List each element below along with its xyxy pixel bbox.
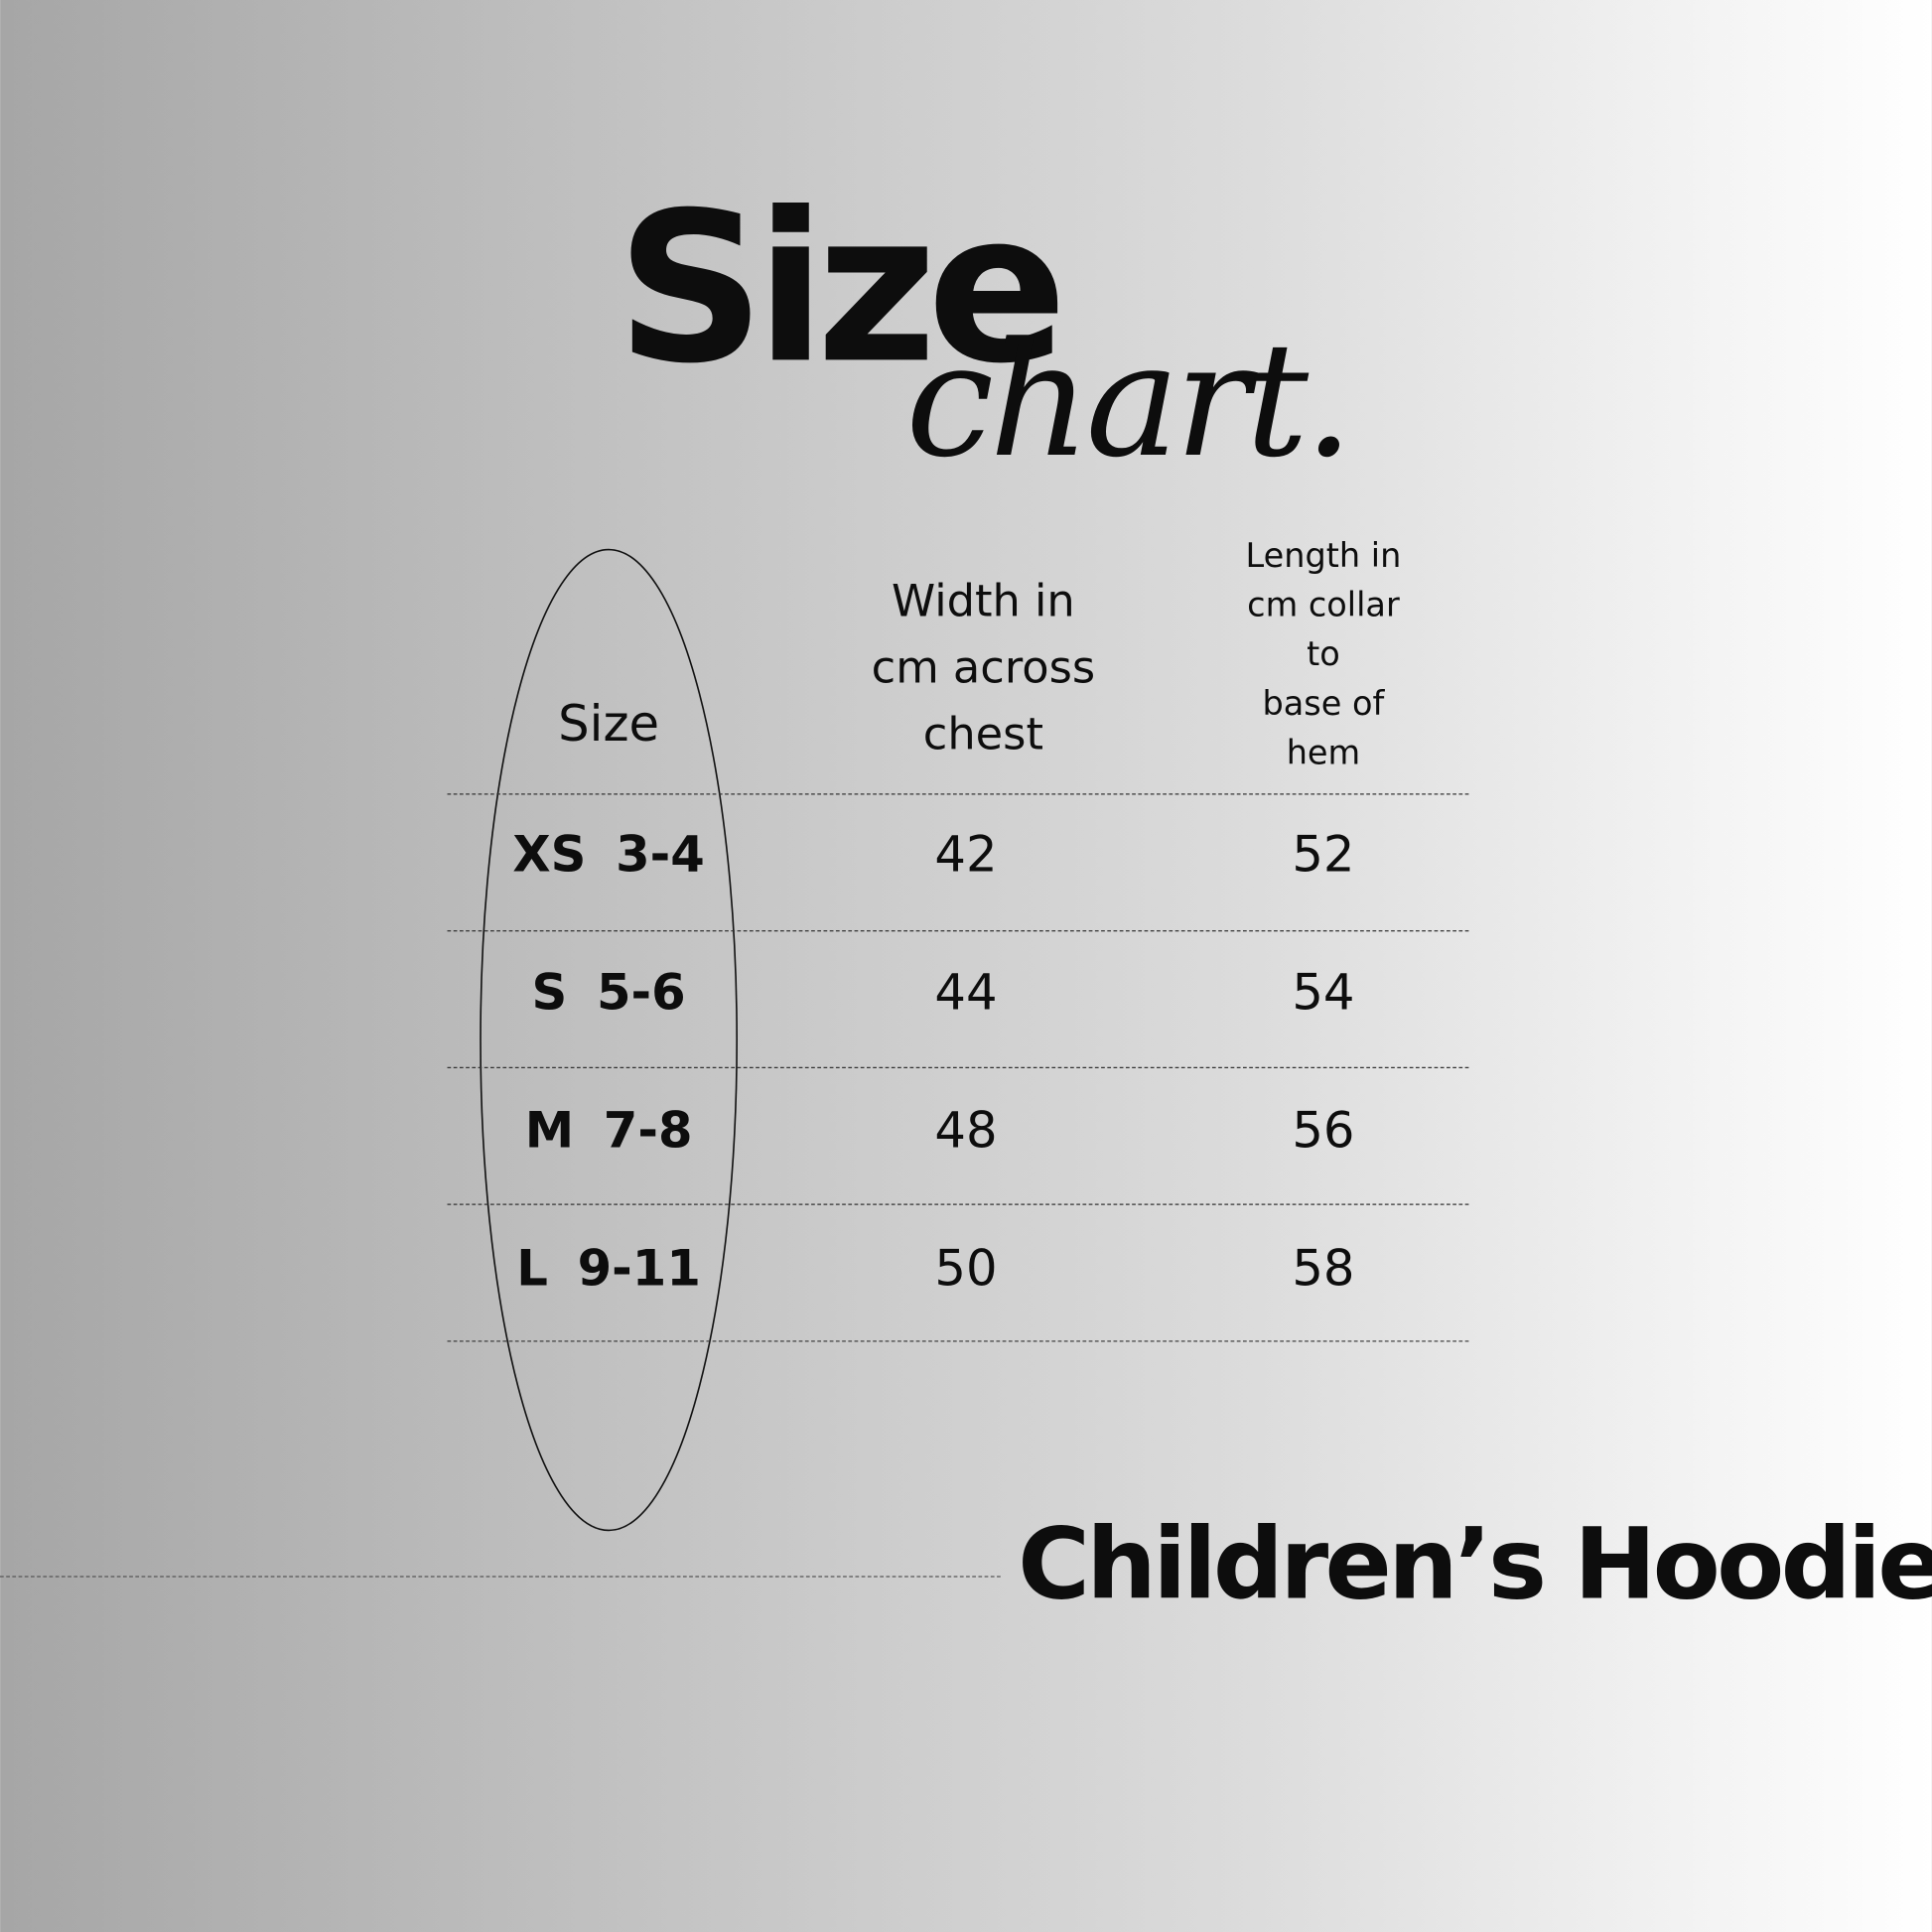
size-cell: L 9-11 [516,1240,701,1298]
row-divider [447,1066,1469,1069]
size-cell: M 7-8 [524,1102,693,1160]
header-length-line: hem [1286,734,1361,773]
width-cell: 44 [934,964,998,1022]
header-length-line: Length in [1245,537,1402,576]
width-cell: 48 [934,1102,998,1160]
header-width-line: Width in [892,576,1075,627]
header-width-line: chest [922,709,1043,760]
width-cell: 50 [934,1240,998,1298]
product-name: Children’s Hoodies [1018,1506,1932,1622]
header-size: Size [558,696,660,754]
row-divider [447,793,1469,795]
header-length: Length in cm collar to base of hem [1200,532,1447,778]
row-divider [447,930,1469,932]
header-length-line: base of [1262,685,1385,724]
width-cell: 42 [934,826,998,884]
title-size: Size [616,167,1068,410]
header-length-line: cm collar [1247,586,1400,625]
length-cell: 56 [1292,1102,1355,1160]
length-cell: 58 [1292,1240,1355,1298]
row-divider [447,1203,1469,1205]
length-cell: 54 [1292,964,1355,1022]
size-cell: XS 3-4 [512,826,705,884]
header-length-line: to [1307,635,1340,674]
length-cell: 52 [1292,826,1355,884]
bottom-divider [0,1576,1001,1578]
header-width: Width in cm across chest [823,569,1144,768]
size-cell: S 5-6 [531,964,686,1022]
title-chart: chart. [905,309,1353,493]
row-divider [447,1340,1469,1342]
header-width-line: cm across [871,642,1096,694]
